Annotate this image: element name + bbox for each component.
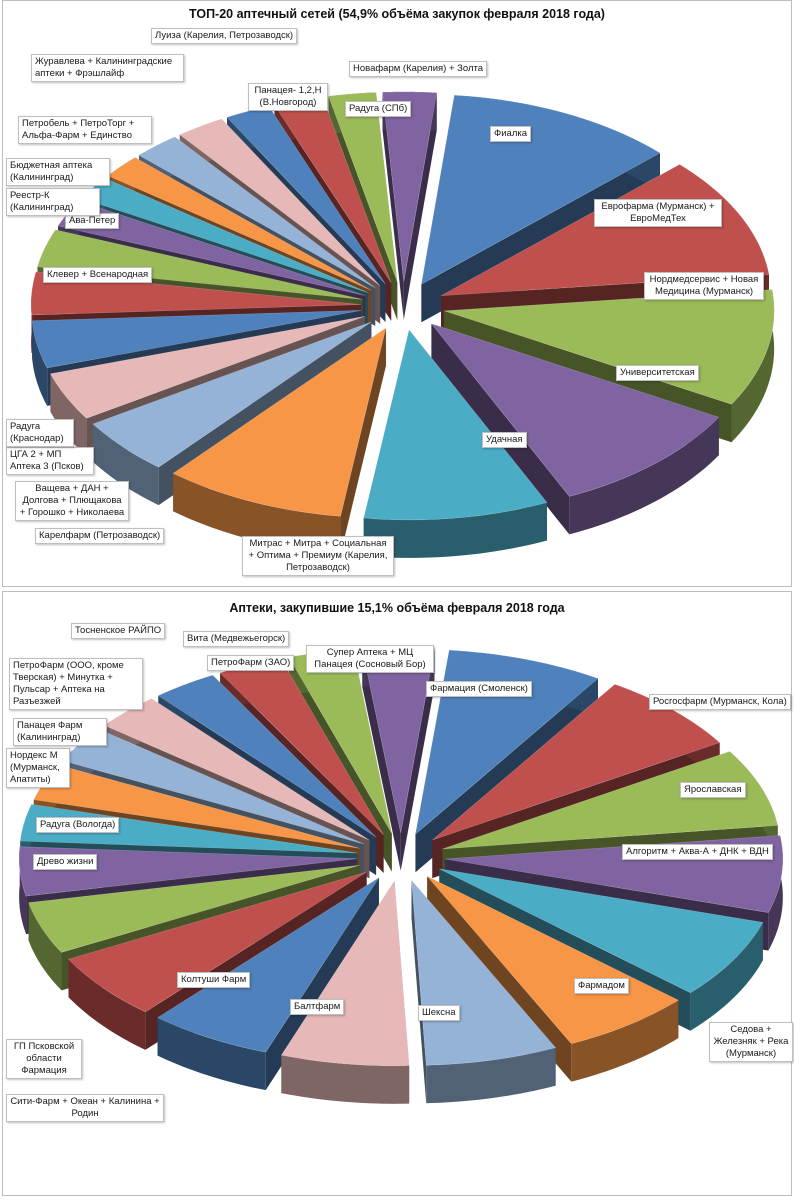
data-label: Нордекс М (Мурманск, Апатиты) [6,748,70,788]
data-label: Древо жизни [33,854,98,870]
data-label: Ващева + ДАН + Долгова + Плющакова + Гор… [15,481,129,521]
data-label: Петробель + ПетроТорг + Альфа-Фарм + Еди… [18,116,152,144]
data-label: Клевер + Всенародная [43,267,153,283]
data-label: Радуга (СПб) [345,101,412,117]
data-label: Колтуши Фарм [177,972,251,988]
data-label: ПетроФарм (ООО, кроме Тверская) + Минутк… [9,658,143,710]
data-label: Митрас + Митра + Социальная + Оптима + П… [242,536,394,576]
chart-title: Аптеки, закупившие 15,1% объёма февраля … [229,601,565,615]
data-label: Тосненское РАЙПО [71,623,166,639]
data-label: Университетская [616,365,699,381]
data-label: ЦГА 2 + МП Аптека 3 (Псков) [6,447,94,475]
pie-slice [156,877,380,1091]
data-label: Радуга (Краснодар) [6,419,74,447]
data-label: Панацея- 1,2,Н (В.Новгород) [248,83,328,111]
pie-slice [382,91,438,320]
data-label: ПетроФарм (ЗАО) [207,655,295,671]
data-label: Реестр-К (Калининград) [6,188,100,216]
chart-title: ТОП-20 аптечный сетей (54,9% объёма заку… [189,7,605,21]
data-label: Балтфарм [290,999,345,1015]
data-label: Нордмедсервис + Новая Медицина (Мурманск… [644,272,764,300]
pie-slice [172,327,387,555]
data-label: Ярославская [680,782,746,798]
pie-slice [67,871,367,1050]
data-label: Еврофарма (Мурманск) + ЕвроМедТех [594,199,722,227]
data-label: Радуга (Вологда) [36,817,120,833]
data-label: ГП Псковской области Фармация [6,1039,82,1079]
data-label: Фармадом [574,978,629,994]
pie-slice [280,879,410,1104]
data-label: Панацея Фарм (Калининград) [13,718,107,746]
data-label: Карелфарм (Петрозаводск) [35,528,165,544]
data-label: Бюджетная аптека (Калининград) [6,158,110,186]
data-label: Вита (Медвежьегорск) [183,631,290,647]
chart-panel-bottom: Аптеки, закупившие 15,1% объёма февраля … [2,591,793,1196]
data-label: Шексна [418,1005,460,1021]
chart-panel-top: ТОП-20 аптечный сетей (54,9% объёма заку… [2,0,792,587]
data-label: Седова + Железняк + Река (Мурманск) [709,1022,793,1062]
data-label: Луиза (Карелия, Петрозаводск) [151,28,298,44]
data-label: Удачная [482,432,527,448]
data-label: Алгоритм + Аква-А + ДНК + ВДН [622,844,773,860]
pie-slice [363,329,548,558]
pie-slice [430,323,720,535]
data-label: Фиалка [490,126,532,142]
pie-slice [92,321,372,506]
pie-chart [30,91,775,558]
data-label: Фармация (Смоленск) [426,681,532,697]
data-label: Супер Аптека + МЦ Панацея (Сосновый Бор) [306,645,434,673]
data-label: Росгосфарм (Мурманск, Кола) [649,694,791,710]
data-label: Сити-Фарм + Океан + Калинина + Родин [6,1094,164,1122]
data-label: Новафарм (Карелия) + Золта [349,61,488,77]
data-label: Журавлева + Калининградские аптеки + Фрэ… [31,54,184,82]
pie-chart [18,647,784,1104]
